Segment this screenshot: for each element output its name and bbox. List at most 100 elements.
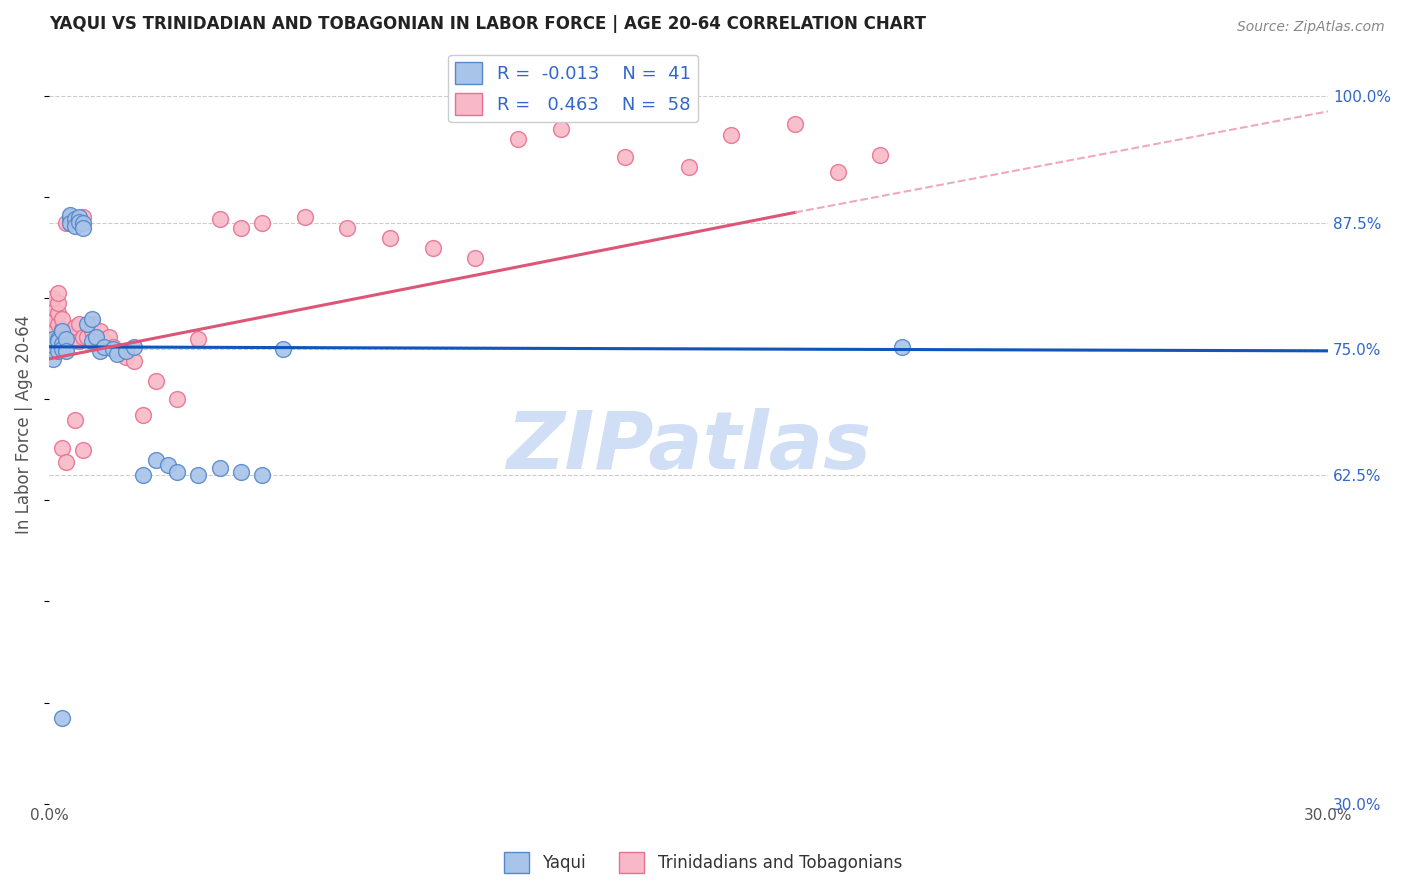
Point (187, 332, 209, 346)
Point (76, 317, 98, 331)
Point (208, 212, 231, 227)
Point (250, 468, 273, 483)
Point (105, 343, 128, 358)
Point (105, 347, 128, 361)
Point (51, 441, 73, 455)
Point (59, 215, 82, 229)
Point (55, 455, 77, 469)
Point (55, 343, 77, 358)
Point (80, 334, 103, 348)
Point (89, 324, 111, 338)
Text: Source: ZipAtlas.com: Source: ZipAtlas.com (1237, 20, 1385, 34)
Point (80, 317, 103, 331)
Point (80, 311, 103, 326)
Point (72, 215, 94, 229)
Point (46, 334, 69, 348)
Point (59, 211, 82, 225)
Point (67, 214, 90, 228)
Point (76, 329, 98, 343)
Point (93, 340, 115, 354)
Point (250, 215, 273, 229)
Point (67, 317, 90, 331)
Point (55, 329, 77, 343)
Point (720, 128, 742, 142)
Point (42, 291, 65, 305)
Point (72, 211, 94, 225)
Point (55, 332, 77, 346)
Point (336, 220, 359, 235)
Point (678, 160, 700, 174)
Point (42, 332, 65, 346)
Point (506, 131, 529, 145)
Point (101, 342, 124, 356)
Point (97, 329, 120, 343)
Point (114, 350, 136, 364)
Point (46, 332, 69, 346)
Legend: R =  -0.013    N =  41, R =   0.463    N =  58: R = -0.013 N = 41, R = 0.463 N = 58 (449, 54, 699, 122)
Point (378, 230, 401, 244)
Point (157, 458, 180, 472)
Point (187, 468, 209, 483)
Point (145, 453, 167, 467)
Point (51, 342, 73, 356)
Point (89, 343, 111, 358)
Point (93, 334, 115, 348)
Point (51, 311, 73, 326)
Point (67, 334, 90, 348)
Point (464, 251, 486, 265)
Point (208, 461, 231, 475)
Point (46, 306, 69, 320)
Point (46, 317, 69, 331)
Point (166, 392, 188, 407)
Point (101, 340, 124, 354)
Point (46, 296, 69, 310)
Point (46, 332, 69, 346)
Point (51, 321, 73, 335)
Point (84, 329, 107, 343)
Point (890, 340, 912, 354)
Point (42, 351, 65, 366)
Point (51, 324, 73, 338)
Point (613, 150, 636, 164)
Point (422, 241, 444, 255)
Text: ZIPatlas: ZIPatlas (506, 409, 872, 486)
Point (72, 220, 94, 235)
Point (63, 219, 86, 233)
Point (229, 220, 252, 235)
Point (59, 326, 82, 341)
Point (785, 118, 807, 132)
Point (51, 336, 73, 351)
Point (114, 343, 136, 358)
Point (67, 211, 90, 225)
Point (55, 215, 77, 229)
Point (42, 342, 65, 356)
Point (229, 465, 252, 479)
Point (122, 340, 145, 354)
Point (42, 324, 65, 338)
Point (145, 374, 167, 388)
Point (59, 215, 82, 229)
Point (59, 209, 82, 223)
Point (122, 354, 145, 368)
Point (132, 468, 155, 483)
Point (63, 329, 86, 343)
Point (46, 343, 69, 358)
Point (80, 324, 103, 338)
Y-axis label: In Labor Force | Age 20-64: In Labor Force | Age 20-64 (15, 315, 32, 534)
Point (63, 412, 86, 426)
Point (46, 286, 69, 301)
Point (550, 121, 572, 136)
Point (166, 465, 188, 479)
Point (72, 329, 94, 343)
Point (42, 311, 65, 326)
Point (827, 165, 849, 179)
Point (42, 301, 65, 316)
Legend: Yaqui, Trinidadians and Tobagonians: Yaqui, Trinidadians and Tobagonians (498, 846, 908, 880)
Point (273, 342, 295, 356)
Point (84, 332, 107, 346)
Point (63, 212, 86, 227)
Text: YAQUI VS TRINIDADIAN AND TOBAGONIAN IN LABOR FORCE | AGE 20-64 CORRELATION CHART: YAQUI VS TRINIDADIAN AND TOBAGONIAN IN L… (49, 15, 927, 33)
Point (51, 711, 73, 725)
Point (51, 332, 73, 346)
Point (132, 408, 155, 422)
